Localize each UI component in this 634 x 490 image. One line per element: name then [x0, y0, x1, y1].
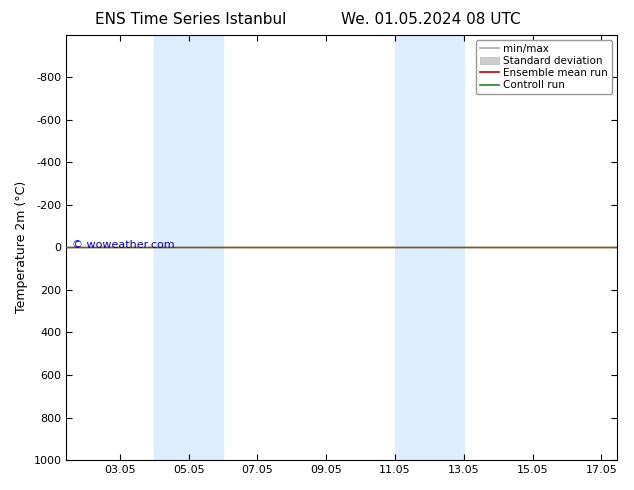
Bar	[429, 35, 464, 460]
Text: ENS Time Series Istanbul: ENS Time Series Istanbul	[94, 12, 286, 27]
Legend: min/max, Standard deviation, Ensemble mean run, Controll run: min/max, Standard deviation, Ensemble me…	[476, 40, 612, 95]
Y-axis label: Temperature 2m (°C): Temperature 2m (°C)	[15, 181, 28, 314]
Text: We. 01.05.2024 08 UTC: We. 01.05.2024 08 UTC	[341, 12, 521, 27]
Text: © woweather.com: © woweather.com	[72, 240, 174, 250]
Bar	[154, 35, 188, 460]
Bar	[395, 35, 429, 460]
Bar	[188, 35, 223, 460]
